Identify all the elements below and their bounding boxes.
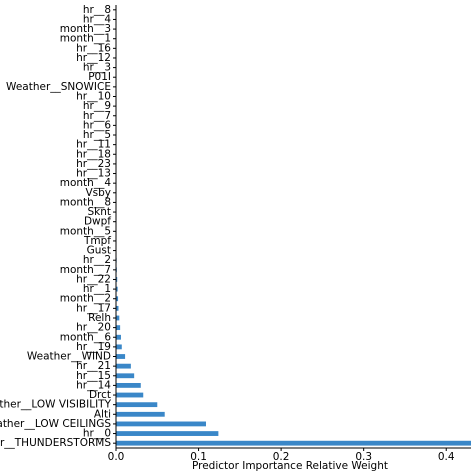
y-tick-label: Weather__THUNDERSTORMS <box>0 437 111 449</box>
x-tick-label: 0.0 <box>108 451 125 463</box>
y-tick-label: hr__8 <box>83 4 111 16</box>
y-tick-label: Dwpf <box>84 216 111 228</box>
y-tick-label: Drct <box>89 389 111 401</box>
x-tick-label: 0.1 <box>190 451 207 463</box>
bar <box>116 334 121 340</box>
bar <box>116 373 135 379</box>
y-tick-label: hr__7 <box>83 110 111 122</box>
bar <box>116 315 120 321</box>
bar <box>116 277 118 282</box>
y-tick-label: hr__12 <box>76 52 111 64</box>
y-tick-label: P01I <box>88 71 111 83</box>
bar <box>116 296 119 302</box>
y-tick-label: hr__13 <box>76 168 111 180</box>
y-tick-label: hr__10 <box>76 90 111 102</box>
y-tick-label: month__1 <box>60 33 111 45</box>
y-tick-label: Weather__LOW VISIBILITY <box>0 399 112 411</box>
y-tick-label: Relh <box>88 312 111 324</box>
y-tick-label: month__8 <box>60 196 111 208</box>
bar <box>116 421 206 427</box>
y-tick-label: month__4 <box>60 177 112 189</box>
y-tick-label: hr__17 <box>76 302 111 314</box>
bar <box>116 305 119 311</box>
bar <box>116 325 121 331</box>
y-tick-label: hr__5 <box>83 129 111 141</box>
x-axis-label: Predictor Importance Relative Weight <box>192 460 388 472</box>
bar <box>116 431 219 436</box>
bar <box>116 286 118 292</box>
y-tick-label: hr__14 <box>76 379 111 391</box>
y-tick-label: Vsby <box>85 187 111 199</box>
y-tick-label: hr__6 <box>83 119 111 131</box>
y-tick-label: hr__18 <box>76 148 111 160</box>
y-tick-label: month__7 <box>60 264 111 276</box>
y-tick-label: month__2 <box>60 293 111 305</box>
y-tick-label: hr__20 <box>76 322 111 334</box>
y-tick-label: hr__23 <box>76 158 111 170</box>
y-tick-label: hr__0 <box>83 428 111 440</box>
y-tick-label: Alti <box>94 408 111 420</box>
y-tick-label: month__3 <box>60 23 111 35</box>
y-tick-label: hr__16 <box>76 42 111 54</box>
x-tick-label: 0.2 <box>273 451 290 463</box>
bar <box>116 363 131 369</box>
y-tick-label: hr__21 <box>76 360 111 372</box>
x-tick-label: 0.3 <box>355 451 372 463</box>
y-tick-label: Weather__WIND <box>27 351 111 363</box>
bar <box>116 411 165 417</box>
y-tick-label: hr__11 <box>76 139 111 151</box>
y-tick-label: hr__3 <box>83 62 111 74</box>
y-tick-label: hr__9 <box>83 100 111 112</box>
bar <box>116 382 141 388</box>
bar <box>116 440 471 446</box>
y-tick-label: hr__2 <box>83 254 111 266</box>
y-tick-label: hr__4 <box>83 13 111 25</box>
bar <box>116 402 158 408</box>
y-tick-label: Weather__SNOWICE <box>6 81 111 93</box>
y-tick-label: month__5 <box>60 225 111 237</box>
y-tick-label: Sknt <box>87 206 111 218</box>
bar <box>116 392 144 398</box>
bar <box>116 354 126 359</box>
x-tick-label: 0.4 <box>438 451 455 463</box>
y-tick-label: hr__19 <box>76 341 111 353</box>
y-tick-label: Gust <box>87 245 111 257</box>
y-tick-label: month__6 <box>60 331 112 343</box>
y-tick-label: hr__22 <box>76 273 111 285</box>
y-tick-label: Tmpf <box>83 235 111 247</box>
y-tick-label: Weather__LOW CEILINGS <box>0 418 111 430</box>
y-tick-label: hr__15 <box>76 370 111 382</box>
bar <box>116 344 122 350</box>
y-tick-label: hr__1 <box>83 283 111 295</box>
